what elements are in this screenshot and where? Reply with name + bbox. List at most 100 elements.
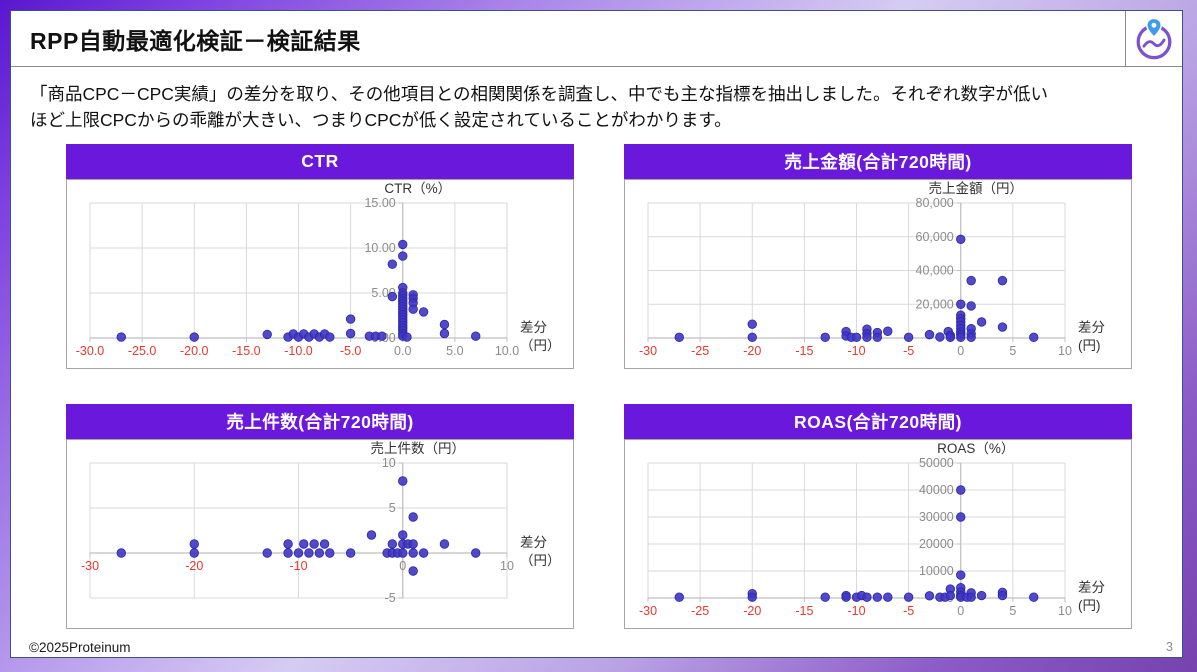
data-point xyxy=(387,539,398,549)
data-point xyxy=(345,328,356,339)
roas-chart-title: ROAS(合計720時間) xyxy=(624,404,1132,439)
sales-count-chart-panel: 売上件数(合計720時間) -30-20-10010-50510売上件数（円）差… xyxy=(66,404,574,629)
svg-text:-15: -15 xyxy=(795,604,813,618)
data-point xyxy=(862,592,872,602)
data-point xyxy=(314,548,325,558)
description-line-2: ほど上限CPCからの乖離が大きい、つまりCPCが低く設定されていることがわかりま… xyxy=(30,110,732,130)
data-point xyxy=(345,548,356,558)
data-point xyxy=(956,512,966,522)
data-point xyxy=(387,259,398,269)
svg-text:5.0: 5.0 xyxy=(446,344,463,358)
svg-text:-25.0: -25.0 xyxy=(128,344,157,358)
data-point xyxy=(956,570,966,580)
svg-text:（円）: （円） xyxy=(520,338,561,353)
svg-text:-5: -5 xyxy=(903,604,914,618)
data-point xyxy=(398,476,408,486)
data-point xyxy=(439,319,450,330)
data-point xyxy=(319,539,330,549)
svg-text:-10.0: -10.0 xyxy=(284,344,313,358)
data-point xyxy=(924,329,935,340)
data-point xyxy=(935,332,945,342)
svg-text:-5: -5 xyxy=(385,591,396,605)
roas-chart-panel: ROAS(合計720時間) -30-25-20-15-10-5051001000… xyxy=(624,404,1132,629)
data-point xyxy=(872,592,883,602)
svg-text:60,000: 60,000 xyxy=(916,230,954,244)
data-point xyxy=(402,332,412,342)
data-point xyxy=(841,592,851,602)
data-point xyxy=(674,592,684,602)
data-point xyxy=(851,332,862,343)
svg-text:10000: 10000 xyxy=(919,564,954,578)
data-point xyxy=(956,332,966,343)
svg-text:-10: -10 xyxy=(289,559,307,573)
ctr-chart-title: CTR xyxy=(66,144,574,179)
data-point xyxy=(747,332,757,343)
data-point xyxy=(747,319,757,329)
data-point xyxy=(956,299,966,309)
svg-text:売上件数（円）: 売上件数（円） xyxy=(371,441,466,456)
ctr-chart-plot: -30.0 -25.0 -20.0 -15.0 -10.0 -5.0 0.0 5.0 10.00… xyxy=(76,181,561,358)
data-point xyxy=(439,328,450,339)
svg-text:10: 10 xyxy=(382,456,396,470)
svg-text:10.0: 10.0 xyxy=(495,344,519,358)
svg-text:5: 5 xyxy=(1009,344,1016,358)
svg-text:40,000: 40,000 xyxy=(916,264,954,278)
data-point xyxy=(116,332,126,342)
svg-text:80,000: 80,000 xyxy=(916,196,954,210)
data-point xyxy=(116,548,126,558)
data-point xyxy=(325,548,335,558)
svg-text:-15.0: -15.0 xyxy=(232,344,261,358)
data-point xyxy=(189,332,199,342)
svg-text:20,000: 20,000 xyxy=(916,297,954,311)
svg-text:5: 5 xyxy=(389,501,396,515)
data-point xyxy=(299,539,309,549)
data-point xyxy=(293,548,304,558)
svg-text:-20.0: -20.0 xyxy=(180,344,209,358)
data-point xyxy=(997,275,1008,286)
data-point xyxy=(398,548,408,558)
svg-text:-5.0: -5.0 xyxy=(340,344,362,358)
description-text: 「商品CPC－CPC実績」の差分を取り、その他項目との相関関係を調査し、中でも主… xyxy=(30,81,1162,133)
data-point xyxy=(471,548,481,558)
svg-text:0: 0 xyxy=(399,559,406,573)
svg-text:-30.0: -30.0 xyxy=(76,344,105,358)
header-band: RPP自動最適化検証－検証結果 xyxy=(11,11,1182,67)
svg-text:(円): (円) xyxy=(1078,338,1101,353)
svg-text:差分: 差分 xyxy=(520,535,547,550)
data-point xyxy=(883,326,893,336)
page-title: RPP自動最適化検証－検証結果 xyxy=(30,27,361,54)
svg-text:-25: -25 xyxy=(691,344,709,358)
data-point xyxy=(387,291,398,302)
data-point xyxy=(945,332,956,343)
logo-cell xyxy=(1125,11,1182,66)
svg-text:-20: -20 xyxy=(743,604,761,618)
data-point xyxy=(408,304,418,314)
svg-text:15.00: 15.00 xyxy=(364,196,395,210)
svg-text:30000: 30000 xyxy=(919,510,954,524)
svg-text:-15: -15 xyxy=(795,344,813,358)
data-point xyxy=(262,329,272,340)
data-point xyxy=(820,332,830,343)
data-point xyxy=(345,314,356,324)
data-point xyxy=(408,548,418,558)
data-point xyxy=(883,592,893,602)
data-point xyxy=(966,301,976,311)
data-point xyxy=(820,592,830,602)
data-point xyxy=(366,530,377,540)
svg-text:20000: 20000 xyxy=(919,537,954,551)
svg-text:(円): (円) xyxy=(1078,598,1101,613)
data-point xyxy=(872,332,883,343)
copyright-text: ©2025Proteinum xyxy=(29,640,131,655)
svg-text:-10: -10 xyxy=(847,604,865,618)
data-point xyxy=(747,592,757,602)
data-point xyxy=(189,548,199,558)
data-point xyxy=(956,234,966,244)
svg-text:10: 10 xyxy=(1058,344,1072,358)
data-point xyxy=(408,512,418,522)
data-point xyxy=(956,485,966,495)
data-point xyxy=(262,548,272,558)
svg-text:差分: 差分 xyxy=(1078,320,1105,335)
